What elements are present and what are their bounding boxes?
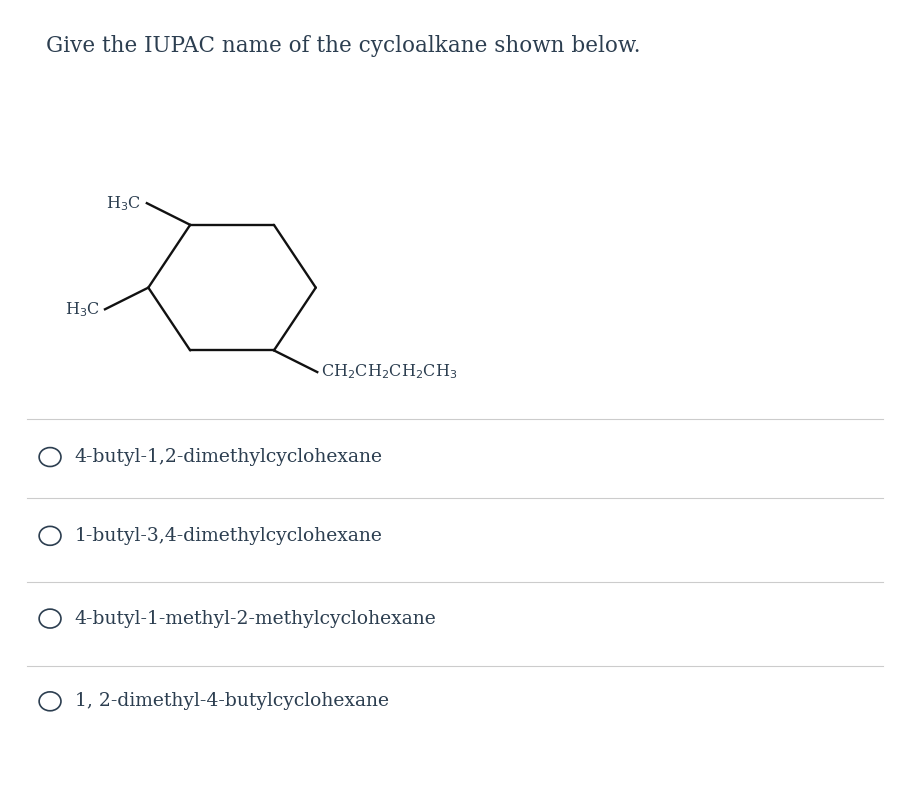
Text: H$_3$C: H$_3$C	[106, 194, 141, 213]
Text: 1, 2-dimethyl-4-butylcyclohexane: 1, 2-dimethyl-4-butylcyclohexane	[75, 693, 389, 710]
Text: CH$_2$CH$_2$CH$_2$CH$_3$: CH$_2$CH$_2$CH$_2$CH$_3$	[321, 362, 457, 381]
Text: 4-butyl-1-methyl-2-methylcyclohexane: 4-butyl-1-methyl-2-methylcyclohexane	[75, 610, 437, 627]
Text: 1-butyl-3,4-dimethylcyclohexane: 1-butyl-3,4-dimethylcyclohexane	[75, 527, 382, 545]
Text: H$_3$C: H$_3$C	[65, 300, 99, 318]
Text: Give the IUPAC name of the cycloalkane shown below.: Give the IUPAC name of the cycloalkane s…	[46, 35, 640, 58]
Text: 4-butyl-1,2-dimethylcyclohexane: 4-butyl-1,2-dimethylcyclohexane	[75, 448, 382, 466]
